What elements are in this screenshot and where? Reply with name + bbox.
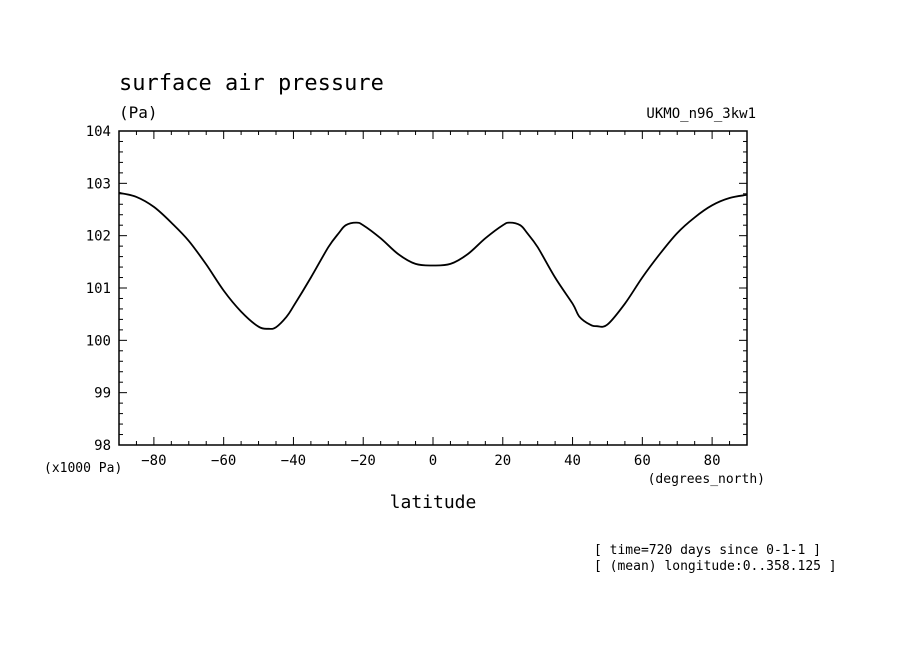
plot-frame bbox=[118, 130, 748, 446]
chart-title: surface air pressure bbox=[119, 71, 384, 96]
note-time: [ time=720 days since 0-1-1 ] bbox=[594, 543, 821, 558]
plot-area: 98 99 100 101 102 103 104 −80 −60 −40 −20 0 20 40 60 8… bbox=[86, 124, 748, 469]
dataset-label: UKMO_n96_3kw1 bbox=[646, 106, 756, 122]
x-tick-label: 20 bbox=[494, 453, 511, 469]
y-scale-label: (x1000 Pa) bbox=[44, 461, 122, 476]
y-tick-label: 98 bbox=[94, 438, 111, 454]
x-tick-label: −60 bbox=[211, 453, 236, 469]
note-longitude: [ (mean) longitude:0..358.125 ] bbox=[594, 559, 837, 574]
y-tick-label: 104 bbox=[86, 124, 111, 140]
x-tick-label: 40 bbox=[564, 453, 581, 469]
y-tick-label: 101 bbox=[86, 281, 111, 297]
axis-ticks bbox=[118, 130, 748, 446]
y-tick-labels: 98 99 100 101 102 103 104 bbox=[86, 124, 111, 454]
x-axis-label: latitude bbox=[390, 492, 477, 513]
y-tick-label: 102 bbox=[86, 229, 111, 245]
x-tick-label: 60 bbox=[634, 453, 651, 469]
x-tick-labels: −80 −60 −40 −20 0 20 40 60 80 bbox=[141, 453, 720, 469]
y-tick-label: 103 bbox=[86, 176, 111, 192]
x-tick-label: −20 bbox=[351, 453, 376, 469]
y-tick-label: 100 bbox=[86, 333, 111, 349]
series-line bbox=[118, 191, 748, 330]
x-tick-label: 80 bbox=[704, 453, 721, 469]
x-units-label: (degrees_north) bbox=[648, 472, 765, 487]
y-tick-label: 99 bbox=[94, 386, 111, 402]
units-label: (Pa) bbox=[119, 103, 158, 122]
x-tick-label: −40 bbox=[281, 453, 306, 469]
x-tick-label: 0 bbox=[429, 453, 437, 469]
x-tick-label: −80 bbox=[141, 453, 166, 469]
